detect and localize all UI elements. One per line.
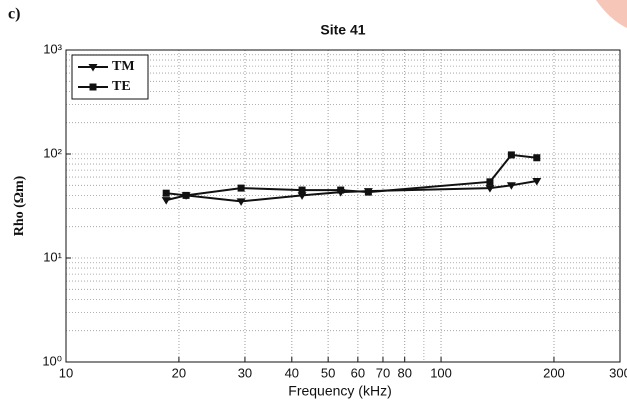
marker [532, 178, 542, 186]
marker [182, 191, 190, 199]
marker [337, 186, 345, 194]
marker [162, 189, 170, 197]
x-tick-label: 300 [609, 365, 627, 380]
plot-frame [65, 49, 621, 363]
y-tick-label: 10³ [43, 41, 62, 56]
marker [237, 184, 245, 192]
marker [298, 186, 306, 194]
marker [485, 185, 495, 193]
x-tick-label: 70 [376, 365, 390, 380]
legend-marker [88, 64, 98, 72]
legend-marker [89, 83, 97, 91]
marker [364, 188, 372, 196]
marker [533, 154, 541, 162]
marker [486, 178, 494, 186]
y-tick-label: 10⁰ [42, 353, 62, 368]
x-tick-label: 200 [543, 365, 565, 380]
decoration [596, 0, 627, 28]
marker [236, 198, 246, 206]
chart-title: Site 41 [320, 22, 365, 38]
y-tick-label: 10¹ [43, 249, 62, 264]
y-axis-label: Rho (Ωm) [12, 175, 27, 236]
x-tick-label: 20 [172, 365, 186, 380]
legend-label: TE [112, 79, 131, 94]
x-tick-label: 30 [238, 365, 252, 380]
marker [507, 151, 515, 159]
legend-box [71, 54, 149, 100]
legend-label: TM [112, 59, 135, 74]
x-axis-label: Frequency (kHz) [288, 383, 391, 399]
x-tick-label: 50 [321, 365, 335, 380]
x-tick-label: 100 [430, 365, 452, 380]
marker [506, 182, 516, 190]
x-tick-label: 10 [59, 365, 73, 380]
x-tick-label: 60 [351, 365, 365, 380]
marker [161, 197, 171, 205]
marker [297, 192, 307, 200]
x-tick-label: 80 [397, 365, 411, 380]
y-tick-label: 10² [43, 145, 62, 160]
x-tick-label: 40 [285, 365, 299, 380]
panel-label: c) [8, 6, 20, 23]
